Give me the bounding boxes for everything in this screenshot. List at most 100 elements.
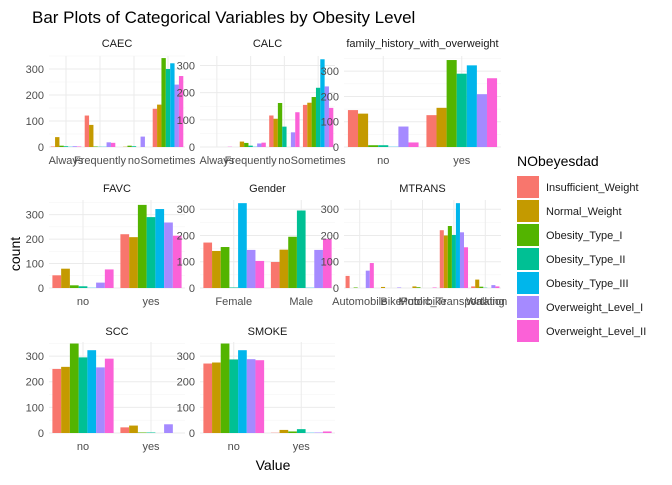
bar-obesity-type-i [93, 146, 97, 147]
legend-swatch [517, 224, 539, 246]
y-tick-label: 100 [177, 257, 195, 269]
legend-item-overweight-level-i: Overweight_Level_I [517, 296, 643, 318]
legend-label: Obesity_Type_III [546, 278, 629, 290]
legend-label: Overweight_Level_II [546, 326, 646, 338]
x-tick-label: no [228, 441, 240, 453]
y-tick-label: 100 [321, 257, 339, 269]
y-tick-label: 100 [177, 115, 195, 127]
bar-normal-weight [358, 114, 368, 147]
x-tick-label: yes [142, 441, 160, 453]
y-tick-label: 300 [177, 351, 195, 363]
legend-item-normal-weight: Normal_Weight [517, 200, 622, 222]
y-tick-label: 100 [26, 259, 44, 271]
bar-insufficient-weight [471, 286, 475, 288]
bars [203, 344, 331, 433]
y-tick-label: 100 [26, 116, 44, 128]
bar-obesity-type-iii [155, 209, 164, 288]
bar-obesity-type-ii [297, 211, 306, 288]
bar-obesity-type-i [447, 60, 457, 147]
bar-obesity-type-i [368, 145, 378, 147]
bar-insufficient-weight [271, 262, 280, 288]
bar-obesity-type-ii [282, 127, 286, 147]
x-tick-label: no [128, 155, 140, 167]
legend-label: Normal_Weight [546, 206, 622, 218]
y-tick-label: 300 [26, 210, 44, 222]
bar-obesity-type-i [138, 432, 147, 433]
bar-obesity-type-ii [147, 432, 156, 433]
bar-insufficient-weight [426, 115, 436, 147]
bars [228, 59, 334, 147]
bar-obesity-type-iii [170, 63, 174, 147]
x-tick-label: no [77, 441, 89, 453]
legend-item-obesity-type-i: Obesity_Type_I [517, 224, 622, 246]
bar-normal-weight [61, 269, 70, 288]
bar-overweight-level-i [164, 222, 173, 288]
facet-strip-label: CALC [253, 38, 282, 50]
bar-obesity-type-ii [229, 287, 238, 288]
bar-normal-weight [280, 430, 289, 433]
bar-overweight-level-ii [295, 112, 299, 147]
bar-obesity-type-ii [147, 217, 156, 288]
legend-item-obesity-type-ii: Obesity_Type_II [517, 248, 626, 270]
bar-obesity-type-iii [456, 203, 460, 288]
facet-strip-label: SMOKE [248, 326, 288, 338]
y-tick-label: 200 [321, 91, 339, 103]
bar-overweight-level-i [291, 132, 295, 147]
bar-overweight-level-i [96, 283, 105, 288]
bar-obesity-type-i [288, 431, 297, 433]
y-tick-label: 0 [189, 283, 195, 295]
bar-obesity-type-i [70, 344, 79, 433]
bar-obesity-type-ii [132, 146, 136, 147]
x-tick-label: Sometimes [291, 155, 347, 167]
bar-overweight-level-ii [464, 247, 468, 288]
bar-insufficient-weight [51, 146, 55, 147]
bar-overweight-level-i [397, 287, 401, 288]
bar-overweight-level-i [73, 146, 77, 147]
bar-insufficient-weight [52, 275, 61, 288]
bar-obesity-type-i [244, 143, 248, 147]
bar-obesity-type-iii [238, 350, 247, 433]
bar-overweight-level-i [257, 143, 261, 147]
legend-title: NObeyesdad [517, 153, 599, 169]
bar-obesity-type-i [416, 287, 420, 288]
bar-normal-weight [240, 142, 244, 147]
bar-obesity-type-i [138, 205, 147, 288]
y-tick-label: 200 [177, 230, 195, 242]
x-tick-label: Walking [466, 296, 505, 308]
y-tick-label: 0 [38, 428, 44, 440]
bar-overweight-level-ii [495, 286, 499, 288]
y-tick-label: 300 [26, 351, 44, 363]
legend-item-insufficient-weight: Insufficient_Weight [517, 176, 639, 198]
bar-overweight-level-i [247, 359, 256, 433]
bar-overweight-level-i [314, 250, 323, 288]
facet-strip-label: FAVC [103, 183, 131, 195]
facet-family-history-with-overweight: family_history_with_overweight0100200300… [321, 38, 501, 167]
legend-swatch [517, 248, 539, 270]
x-tick-label: Female [215, 296, 252, 308]
bar-normal-weight [129, 426, 138, 433]
bar-overweight-level-i [96, 367, 105, 433]
bar-normal-weight [212, 363, 221, 433]
bars [203, 203, 331, 288]
bar-obesity-type-i [161, 58, 165, 147]
x-tick-label: no [278, 155, 290, 167]
bar-insufficient-weight [203, 364, 212, 433]
bar-normal-weight [157, 105, 161, 147]
legend-swatch [517, 296, 539, 318]
bar-overweight-level-ii [105, 359, 114, 433]
bar-obesity-type-i [59, 146, 63, 147]
bar-obesity-type-i [448, 226, 452, 288]
y-tick-label: 300 [321, 66, 339, 78]
bar-insufficient-weight [346, 276, 350, 288]
bar-obesity-type-ii [297, 429, 306, 433]
y-tick-label: 0 [38, 142, 44, 154]
bar-obesity-type-ii [79, 357, 88, 433]
bar-overweight-level-ii [255, 261, 264, 288]
bar-normal-weight [437, 108, 447, 147]
bar-obesity-type-iii [467, 65, 477, 147]
